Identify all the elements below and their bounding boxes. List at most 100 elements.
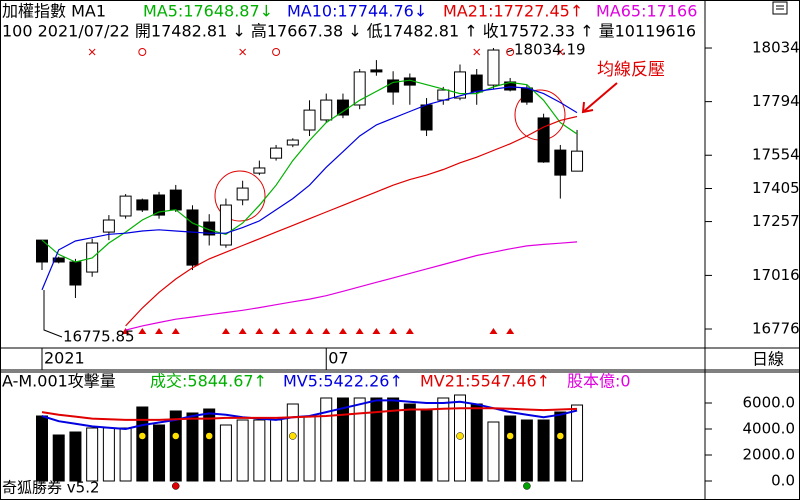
signal-cross — [556, 48, 564, 56]
y-tick-label: 17016 — [752, 266, 800, 284]
volume-dot — [289, 432, 297, 440]
y-tick-label: 2000.0 — [743, 445, 796, 463]
signal-triangle — [288, 328, 297, 334]
volume-bar — [219, 424, 232, 482]
volume-bar — [504, 415, 517, 482]
signal-triangle — [121, 328, 130, 334]
header-item: MA10:17744.76↓ — [287, 2, 427, 21]
signal-cross — [473, 48, 481, 56]
signal-circle — [506, 48, 515, 56]
candle-body — [520, 87, 533, 103]
signal-triangle — [372, 328, 381, 334]
volume-bar — [236, 419, 249, 482]
candle-body — [487, 49, 500, 86]
signal-triangle — [405, 328, 414, 334]
candle-body — [203, 221, 216, 236]
header-item: MA5:17648.87↓ — [143, 2, 273, 21]
volume-dot — [506, 432, 514, 440]
ma-line — [125, 241, 578, 331]
y-tick-label: 17794 — [752, 92, 800, 110]
high-pointer — [506, 49, 514, 53]
y-tick-label: 17257 — [752, 212, 800, 230]
annotation-arrowhead — [581, 101, 594, 114]
volume-bar — [136, 406, 149, 482]
y-tick-label: 18034 — [752, 39, 800, 57]
candle-body — [186, 209, 199, 266]
signal-triangle — [338, 328, 347, 334]
candle-body — [169, 189, 182, 211]
volume-bar — [286, 403, 299, 482]
volume-bar — [470, 403, 483, 482]
signal-cross — [88, 48, 96, 56]
y-tick-label: 6000.0 — [743, 393, 796, 411]
ma-line — [125, 115, 578, 327]
volume-dot — [138, 432, 147, 440]
volume-bar — [571, 404, 584, 482]
signal-triangle — [305, 328, 314, 334]
volume-bar — [119, 427, 132, 482]
signal-triangle — [272, 328, 281, 334]
volume-bar — [370, 397, 383, 482]
candle-body — [320, 99, 333, 121]
candle-body — [571, 150, 584, 172]
ohlc-info: 100 2021/07/22 開17482.81 ↓ 高17667.38 ↓ 低… — [2, 22, 696, 41]
volume-bar — [520, 419, 533, 482]
candle-body — [537, 117, 550, 163]
header-item: 成交:5844.67↑ — [150, 372, 267, 391]
header-item: MA21:17727.45↑ — [443, 2, 583, 21]
candle-body — [353, 71, 366, 106]
volume-bar — [102, 427, 115, 482]
volume-dot — [456, 432, 464, 440]
info-header: 100 2021/07/22 開17482.81 ↓ 高17667.38 ↓ 低… — [2, 22, 696, 41]
signal-triangle — [155, 328, 164, 334]
volume-bar — [487, 421, 500, 482]
signal-cross — [239, 48, 246, 56]
volume-dot — [556, 432, 565, 440]
candle-body — [153, 194, 166, 216]
candle-body — [336, 99, 349, 116]
callout: 均線反壓 — [597, 60, 665, 80]
candle-body — [253, 167, 266, 174]
volume-dot — [205, 432, 213, 440]
signal-circle — [272, 48, 281, 56]
candle-body — [420, 104, 433, 131]
signal-circle — [138, 48, 147, 56]
candle-body — [554, 149, 567, 176]
volume-bar — [537, 419, 550, 482]
candle-body — [102, 219, 115, 233]
ma-line — [41, 79, 578, 263]
signal-triangle — [221, 328, 230, 334]
low-pointer — [43, 290, 63, 338]
volume-bar — [203, 408, 216, 482]
signal-triangle — [171, 328, 180, 334]
volume-dot — [172, 432, 180, 440]
volume-bar — [320, 397, 333, 482]
x-tick-label: 07 — [328, 349, 348, 368]
candle-body — [286, 139, 299, 146]
x-tick-label: 2021 — [44, 349, 85, 368]
volume-bar — [554, 411, 567, 482]
header-item: MA65:17166 — [596, 2, 697, 21]
y-tick-label: 16776 — [752, 320, 800, 338]
header-item: 加權指數 MA1 — [2, 2, 106, 21]
candle-body — [470, 74, 483, 93]
signal-triangle — [506, 328, 515, 334]
volume-bar — [420, 409, 433, 482]
header-item: MV21:5547.46↑ — [420, 372, 550, 391]
footer: 奇狐勝券 v5.2 — [2, 479, 100, 497]
window-icon[interactable] — [772, 1, 788, 15]
volume-bar — [437, 397, 450, 482]
volume-bar — [387, 397, 400, 482]
ma-line — [41, 86, 578, 291]
volume-bar — [169, 410, 182, 482]
candle-body — [370, 69, 383, 73]
signal-triangle — [238, 328, 247, 334]
header-item: A-M.001攻擊量 — [2, 372, 116, 391]
candle-body — [136, 199, 149, 211]
candle-body — [454, 71, 466, 99]
y-tick-label: 0.0 — [771, 471, 795, 489]
mv-line — [41, 407, 578, 421]
signal-triangle — [322, 328, 331, 334]
